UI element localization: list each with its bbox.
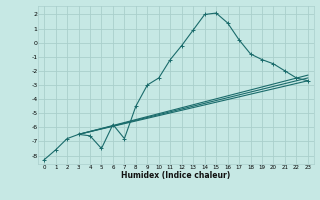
X-axis label: Humidex (Indice chaleur): Humidex (Indice chaleur) bbox=[121, 171, 231, 180]
